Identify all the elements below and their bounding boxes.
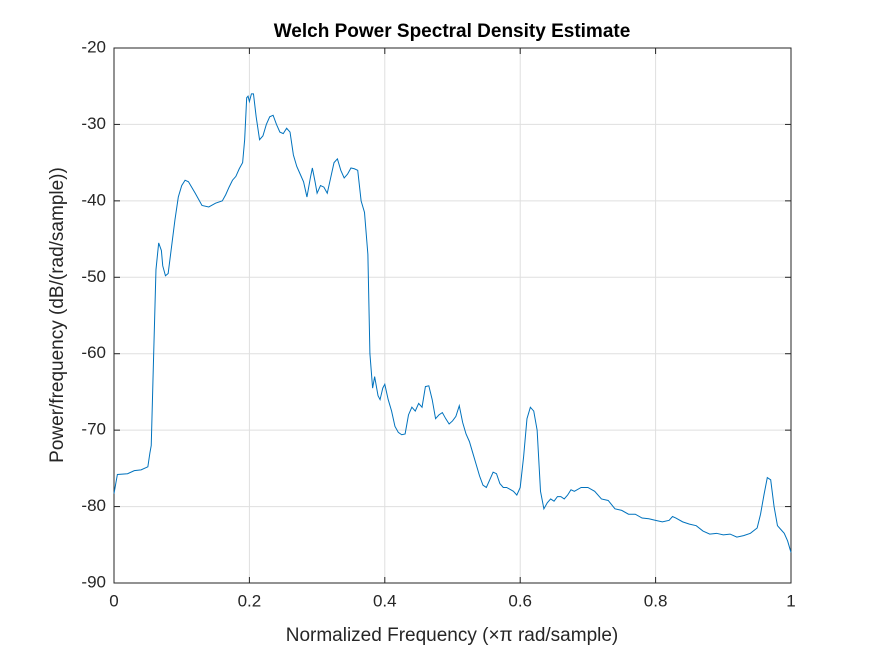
data-line xyxy=(113,93,792,553)
y-tick-label: -60 xyxy=(81,343,106,362)
x-axis-label: Normalized Frequency (×π rad/sample) xyxy=(286,625,619,646)
x-tick-label: 1 xyxy=(786,591,795,610)
x-tick-label: 0.8 xyxy=(644,591,668,610)
y-tick-label: -90 xyxy=(81,572,106,591)
x-tick-label: 0.4 xyxy=(373,591,397,610)
y-tick-label: -50 xyxy=(81,267,106,286)
y-axis-label: Power/frequency (dB/(rad/sample)) xyxy=(47,167,68,463)
y-tick-label: -20 xyxy=(81,37,106,56)
y-tick-label: -40 xyxy=(81,190,106,209)
x-tick-label: 0.2 xyxy=(238,591,262,610)
y-tick-label: -30 xyxy=(81,114,106,133)
y-tick-label: -70 xyxy=(81,420,106,439)
x-tick-label: 0.6 xyxy=(508,591,532,610)
x-tick-label: 0 xyxy=(109,591,118,610)
y-tick-label: -80 xyxy=(81,496,106,515)
chart-title: Welch Power Spectral Density Estimate xyxy=(274,21,631,42)
axes-box xyxy=(113,47,792,584)
